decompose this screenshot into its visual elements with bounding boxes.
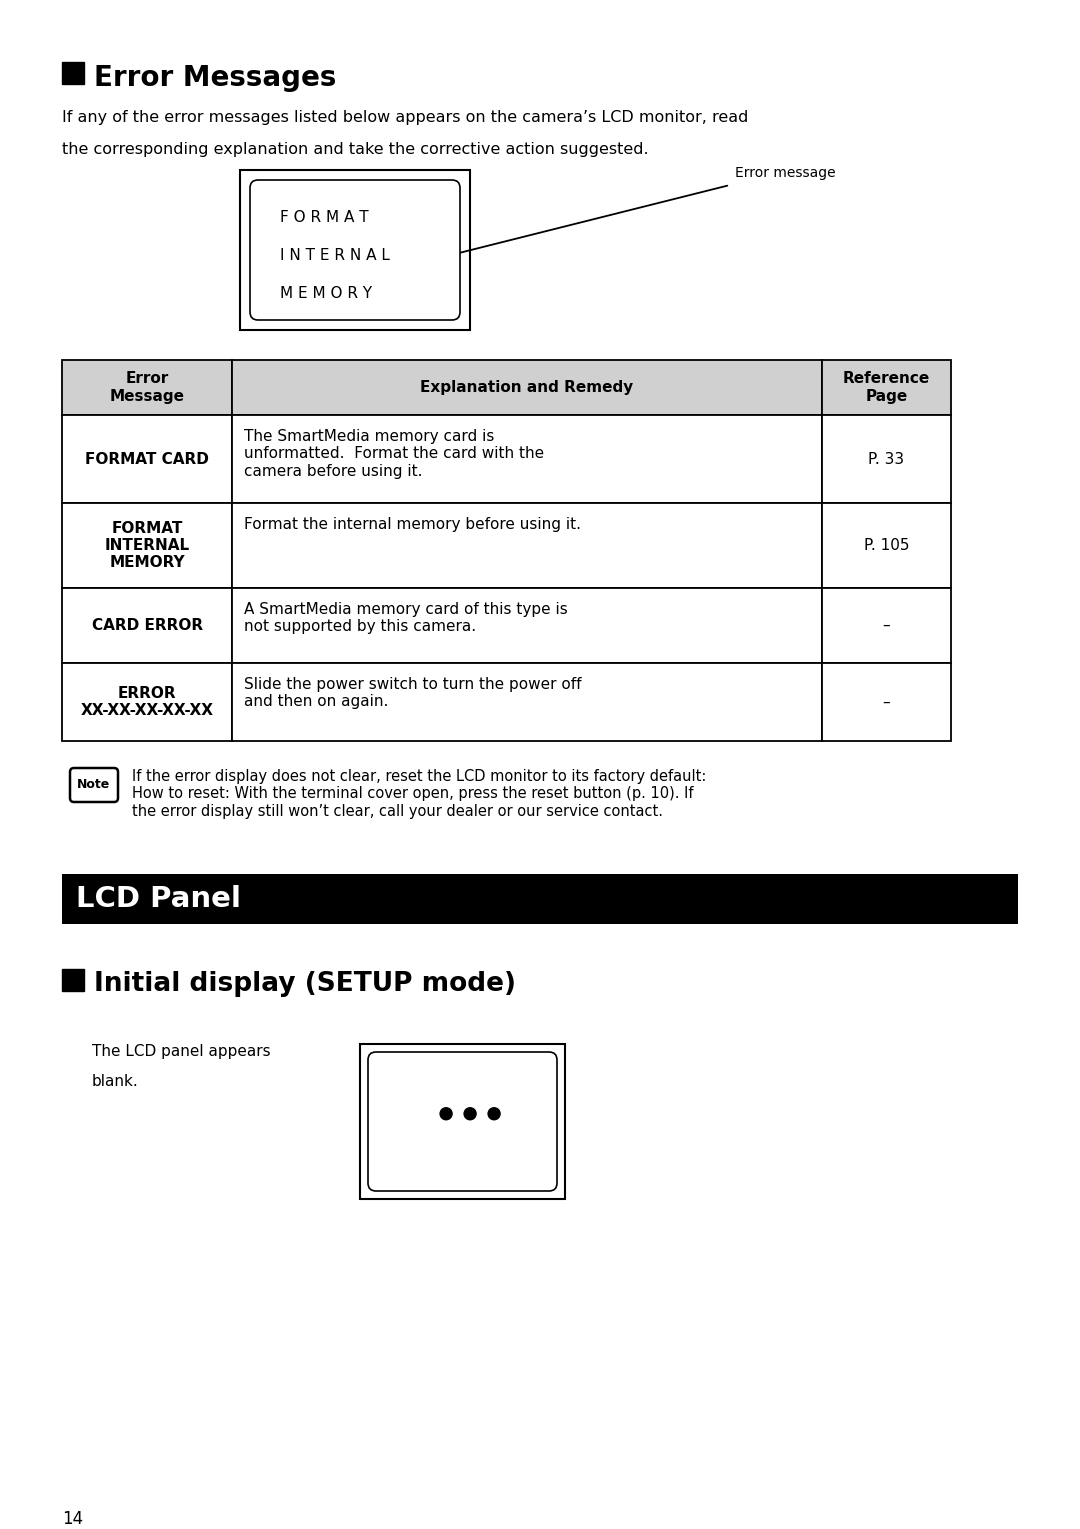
Bar [360,1044,565,1199]
Bar [232,589,822,664]
Bar [62,589,232,664]
Text: Format the internal memory before using it.: Format the internal memory before using … [244,517,581,532]
Bar [240,170,470,330]
Bar [62,875,1018,924]
Bar [62,664,232,742]
Text: Error
Message: Error Message [109,372,185,404]
Bar [62,63,84,84]
Text: F O R M A T: F O R M A T [280,209,368,225]
Text: 14: 14 [62,1511,83,1527]
Bar [232,359,822,414]
Text: Note: Note [78,778,110,792]
Bar [822,589,951,664]
Bar [822,664,951,742]
Text: M E M O R Y: M E M O R Y [280,286,373,301]
Bar [822,414,951,503]
Text: The SmartMedia memory card is
unformatted.  Format the card with the
camera befo: The SmartMedia memory card is unformatte… [244,430,544,479]
Bar [822,359,951,414]
FancyBboxPatch shape [70,768,118,803]
Text: Error Messages: Error Messages [94,64,336,92]
Text: Initial display (SETUP mode): Initial display (SETUP mode) [94,971,516,997]
Circle shape [464,1107,476,1119]
Text: Reference
Page: Reference Page [842,372,930,404]
Text: ERROR
XX-XX-XX-XX-XX: ERROR XX-XX-XX-XX-XX [81,687,214,719]
Bar [232,414,822,503]
Circle shape [441,1107,453,1119]
Text: –: – [882,694,890,709]
Text: LCD Panel: LCD Panel [76,885,241,913]
Bar [62,503,232,589]
Text: FORMAT
INTERNAL
MEMORY: FORMAT INTERNAL MEMORY [105,520,190,570]
FancyBboxPatch shape [249,180,460,320]
Text: blank.: blank. [92,1073,138,1089]
Text: P. 33: P. 33 [868,451,905,466]
Text: Explanation and Remedy: Explanation and Remedy [420,381,634,394]
Text: Slide the power switch to turn the power off
and then on again.: Slide the power switch to turn the power… [244,677,582,709]
Text: A SmartMedia memory card of this type is
not supported by this camera.: A SmartMedia memory card of this type is… [244,602,568,635]
Bar [232,503,822,589]
Bar [62,359,232,414]
Text: –: – [882,618,890,633]
Bar [62,969,84,991]
FancyBboxPatch shape [368,1052,557,1191]
Text: FORMAT CARD: FORMAT CARD [85,451,210,466]
Text: P. 105: P. 105 [864,538,909,553]
Bar [232,664,822,742]
Text: I N T E R N A L: I N T E R N A L [280,248,390,263]
Text: If any of the error messages listed below appears on the camera’s LCD monitor, r: If any of the error messages listed belo… [62,110,748,125]
Text: the corresponding explanation and take the corrective action suggested.: the corresponding explanation and take t… [62,142,649,157]
Text: If the error display does not clear, reset the LCD monitor to its factory defaul: If the error display does not clear, res… [132,769,706,820]
Text: Error message: Error message [735,167,836,180]
Text: CARD ERROR: CARD ERROR [92,618,203,633]
Bar [62,414,232,503]
Circle shape [488,1107,500,1119]
Bar [822,503,951,589]
Text: The LCD panel appears: The LCD panel appears [92,1044,271,1060]
